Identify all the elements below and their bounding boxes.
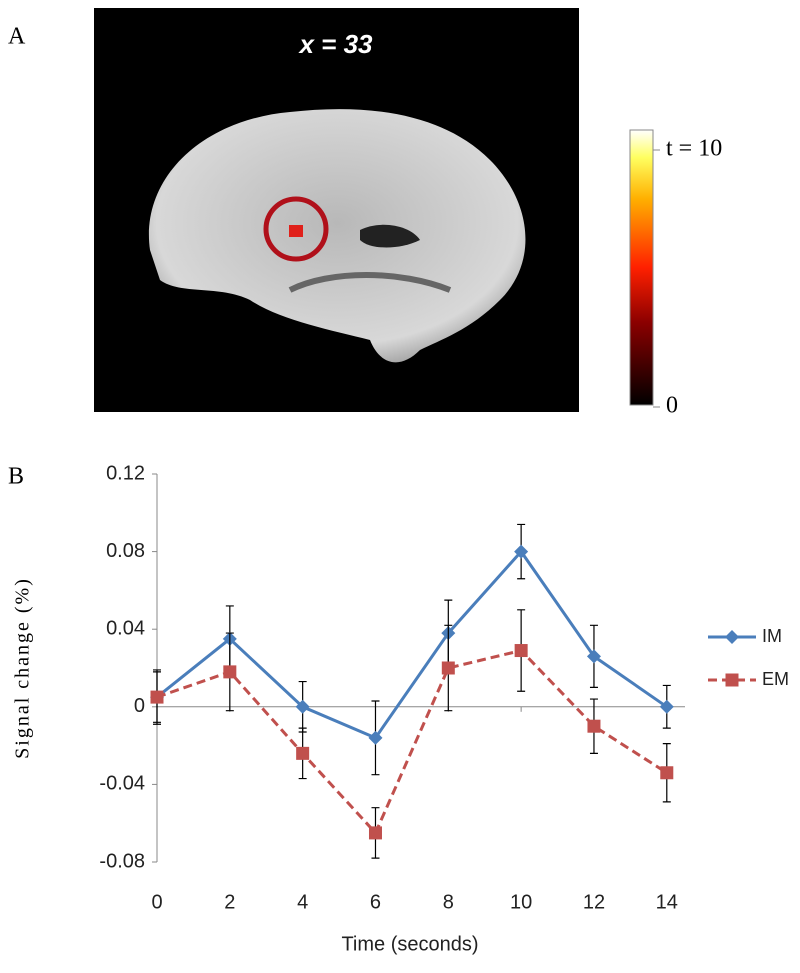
data-point	[150, 690, 164, 704]
ventricle	[360, 224, 420, 248]
brain-shape	[148, 109, 526, 363]
data-point	[587, 719, 601, 733]
series-line	[156, 648, 668, 836]
slice-label: x = 33	[297, 29, 373, 59]
x-tick-label: 2	[224, 891, 235, 913]
x-tick-label: 12	[583, 891, 605, 913]
legend-marker	[725, 630, 739, 644]
x-tick-label: 14	[656, 891, 678, 913]
x-tick-label: 4	[297, 891, 308, 913]
y-tick-label: -0.04	[99, 773, 145, 795]
y-tick-label: -0.08	[99, 850, 145, 872]
y-axis-title: Signal change (%)	[12, 577, 34, 759]
data-point	[659, 699, 674, 714]
colorbar	[629, 129, 654, 406]
data-point	[514, 644, 528, 658]
colorbar-label: t = 10	[666, 136, 722, 162]
data-point	[295, 699, 310, 714]
series-line	[156, 549, 668, 740]
legend-marker	[725, 673, 739, 687]
colorbar-label: 0	[666, 393, 678, 419]
data-point	[514, 544, 529, 559]
legend-label: EM	[762, 669, 789, 689]
data-point	[660, 766, 674, 780]
roi-circle	[263, 196, 329, 262]
data-point	[368, 730, 383, 745]
y-tick-label: 0.08	[106, 540, 145, 562]
x-tick-label: 8	[443, 891, 454, 913]
sulcus	[288, 272, 452, 293]
data-point	[586, 649, 601, 664]
y-tick-label: 0.04	[106, 617, 145, 639]
activation	[289, 225, 303, 237]
panel-label: B	[8, 464, 24, 490]
legend-label: IM	[762, 626, 782, 646]
panel-label: A	[8, 24, 26, 50]
y-tick-label: 0	[134, 695, 145, 717]
x-tick-label: 10	[510, 891, 532, 913]
y-tick-label: 0.12	[106, 462, 145, 484]
x-axis-title: Time (seconds)	[341, 933, 478, 955]
x-tick-label: 0	[151, 891, 162, 913]
data-point	[223, 665, 237, 679]
x-tick-label: 6	[370, 891, 381, 913]
data-point	[296, 746, 310, 760]
data-point	[441, 661, 455, 675]
data-point	[368, 826, 382, 840]
